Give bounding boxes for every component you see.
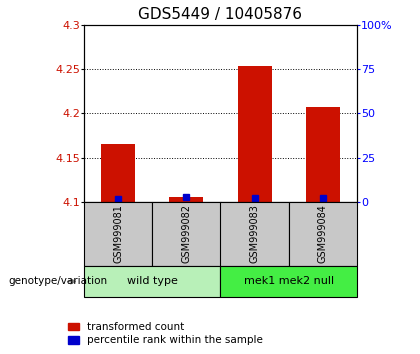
Text: GSM999083: GSM999083 [249, 204, 260, 263]
Bar [84, 202, 152, 266]
Bar [169, 197, 203, 202]
Text: wild type: wild type [127, 276, 178, 286]
Bar [289, 202, 357, 266]
Bar [220, 202, 289, 266]
Text: genotype/variation: genotype/variation [8, 276, 108, 286]
Bar [220, 266, 357, 297]
Text: GSM999084: GSM999084 [318, 204, 328, 263]
Bar [84, 266, 220, 297]
Bar [238, 66, 272, 202]
Text: GSM999082: GSM999082 [181, 204, 192, 263]
Legend: transformed count, percentile rank within the sample: transformed count, percentile rank withi… [68, 322, 263, 345]
Title: GDS5449 / 10405876: GDS5449 / 10405876 [139, 7, 302, 22]
Text: mek1 mek2 null: mek1 mek2 null [244, 276, 334, 286]
Bar [152, 202, 221, 266]
Bar [306, 107, 340, 202]
Text: GSM999081: GSM999081 [113, 204, 123, 263]
Bar [101, 144, 135, 202]
